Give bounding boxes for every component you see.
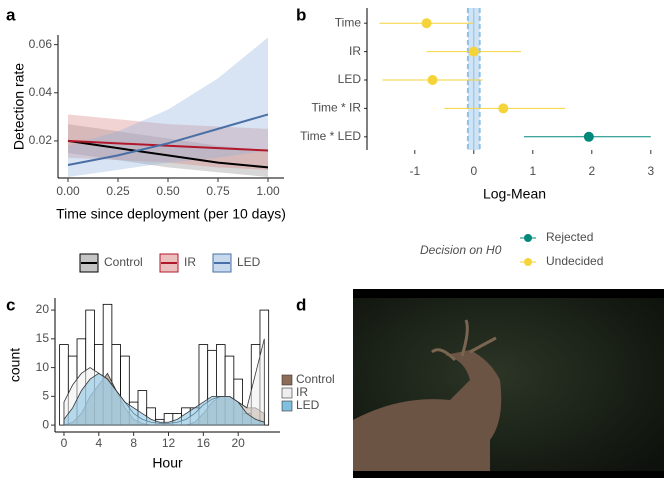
panel-label: b <box>296 5 306 24</box>
x-tick-label: 16 <box>197 436 211 450</box>
ribbon <box>68 37 268 178</box>
x-tick-label: 0.25 <box>106 184 130 198</box>
x-tick-label: -1 <box>409 164 420 178</box>
y-tick-label: 0.02 <box>29 133 53 147</box>
x-tick-label: 4 <box>95 436 102 450</box>
x-tick-label: 0.75 <box>206 184 230 198</box>
y-tick-label: 20 <box>36 302 50 316</box>
y-tick-label: 10 <box>36 360 50 374</box>
line <box>67 139 269 169</box>
y-tick-label: Time * LED <box>300 129 361 143</box>
x-tick-label: 0 <box>470 164 477 178</box>
y-tick-label: 5 <box>42 389 49 403</box>
x-tick-label: 12 <box>162 436 176 450</box>
y-tick-label: Time <box>335 15 362 29</box>
legend-key <box>281 374 293 386</box>
x-tick-label: 3 <box>647 164 654 178</box>
line <box>67 113 269 166</box>
legend-key <box>281 387 293 399</box>
point <box>468 46 479 57</box>
legend-label: Control <box>104 255 143 269</box>
x-tick-label: 2 <box>588 164 595 178</box>
line <box>67 139 269 152</box>
legend-entry: LED <box>281 398 320 412</box>
legend-entry: Control <box>79 253 143 273</box>
x-axis-label: Log-Mean <box>483 186 546 202</box>
ribbon <box>68 124 268 178</box>
x-tick-label: 0 <box>61 436 68 450</box>
y-tick-label: Time * IR <box>311 101 361 115</box>
x-tick-label: 1.00 <box>256 184 280 198</box>
legend-label: Control <box>296 372 335 386</box>
x-axis-label: Hour <box>152 455 183 471</box>
photo-header <box>353 289 664 298</box>
legend-entry: IR <box>281 385 308 399</box>
point <box>427 75 438 85</box>
deer <box>353 350 502 471</box>
legend-label: IR <box>184 255 196 269</box>
x-tick-label: 0.00 <box>56 184 80 198</box>
point <box>583 131 594 142</box>
photo-footer <box>353 471 664 478</box>
legend-label: LED <box>296 398 320 412</box>
y-tick-label: 0.06 <box>29 37 53 51</box>
x-tick-label: 1 <box>529 164 536 178</box>
legend-key <box>524 258 532 266</box>
density-area <box>63 372 265 426</box>
antlers <box>431 319 497 362</box>
x-tick-label: 20 <box>232 436 246 450</box>
x-tick-label: 0.50 <box>156 184 180 198</box>
photo <box>353 289 664 478</box>
y-axis-label: count <box>7 348 23 382</box>
x-tick-label: 8 <box>130 436 137 450</box>
legend-label: LED <box>237 255 261 269</box>
x-axis-label: Time since deployment (per 10 days) <box>56 206 286 222</box>
y-tick-label: 15 <box>36 331 50 345</box>
legend-label: IR <box>296 385 308 399</box>
y-tick-label: IR <box>349 44 361 58</box>
panel-label: d <box>296 295 306 314</box>
legend-entry: IR <box>159 253 196 273</box>
legend-label: Rejected <box>546 230 593 244</box>
y-axis-label: Detection rate <box>11 63 27 150</box>
point <box>498 103 509 114</box>
point <box>421 18 432 29</box>
legend-entry: Rejected <box>520 230 593 244</box>
legend-key <box>524 234 532 242</box>
legend-title: Decision on H0 <box>420 243 502 257</box>
legend-entry: Control <box>281 372 335 386</box>
legend-entry: LED <box>212 253 261 273</box>
legend-label: Undecided <box>546 254 603 268</box>
y-tick-label: 0.04 <box>29 85 53 99</box>
y-tick-label: LED <box>338 72 362 86</box>
y-tick-label: 0 <box>42 417 49 431</box>
panel-label: c <box>6 295 15 314</box>
panel-label: a <box>6 5 16 24</box>
legend-key <box>281 400 293 412</box>
legend-entry: Undecided <box>520 254 603 268</box>
